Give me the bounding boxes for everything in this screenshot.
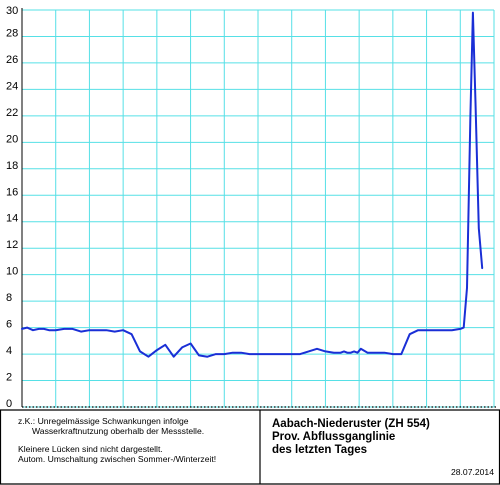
y-tick-label: 4 (6, 345, 12, 357)
y-tick-label: 8 (6, 292, 12, 304)
footer-notes: z.K.: Unregelmässige Schwankungen infolg… (18, 416, 216, 464)
footer-date: 28.07.2014 (450, 467, 494, 477)
y-tick-label: 14 (6, 213, 18, 225)
y-tick-label: 28 (6, 27, 18, 39)
station-subtitle-1: Prov. Abflussganglinie (272, 431, 396, 443)
y-tick-label: 16 (6, 186, 18, 198)
y-tick-label: 30 (6, 5, 18, 17)
grid (22, 9, 495, 408)
station-name: Aabach-Niederuster (ZH 554) (272, 418, 430, 430)
y-tick-label: 26 (6, 54, 18, 66)
note-line-2: Wasserkraftnutzung oberhalb der Messstel… (32, 426, 205, 436)
y-tick-label: 18 (6, 160, 18, 172)
footer-panel: z.K.: Unregelmässige Schwankungen infolg… (0, 408, 500, 485)
y-tick-label: 0 (6, 398, 12, 410)
y-tick-label: 20 (6, 133, 18, 145)
note-line-1: z.K.: Unregelmässige Schwankungen infolg… (18, 416, 189, 426)
y-tick-label: 2 (6, 372, 12, 384)
series-layer (21, 11, 484, 358)
y-tick-label: 6 (6, 319, 12, 331)
y-tick-label: 10 (6, 266, 18, 278)
y-tick-label: 12 (6, 239, 18, 251)
note-line-3: Kleinere Lücken sind nicht dargestellt. (18, 444, 163, 454)
station-subtitle-2: des letzten Tages (272, 444, 368, 456)
y-tick-label: 22 (6, 107, 18, 119)
axes (21, 8, 498, 408)
y-tick-label: 24 (6, 80, 18, 92)
series-line (21, 11, 484, 358)
station-block: Aabach-Niederuster (ZH 554) Prov. Abflus… (272, 418, 492, 457)
note-spacer (18, 436, 216, 444)
note-line-4: Autom. Umschaltung zwischen Sommer-/Wint… (18, 454, 217, 464)
